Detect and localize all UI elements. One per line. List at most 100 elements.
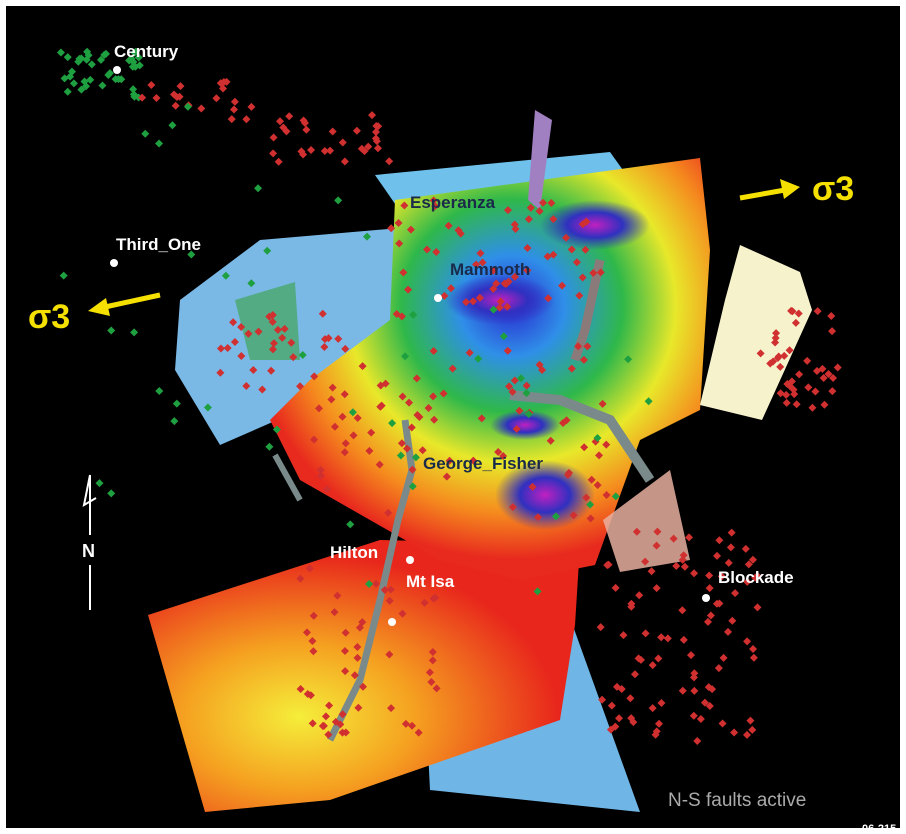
event-point xyxy=(439,389,448,398)
event-point xyxy=(693,736,702,745)
event-point xyxy=(377,401,386,410)
event-point xyxy=(685,533,694,542)
event-point xyxy=(756,349,765,358)
event-point xyxy=(478,258,487,267)
event-point xyxy=(652,727,661,736)
event-point xyxy=(299,116,308,125)
event-point xyxy=(657,633,666,642)
event-point xyxy=(679,635,688,644)
event-point xyxy=(587,475,596,484)
event-point xyxy=(462,298,471,307)
event-point xyxy=(219,77,228,86)
event-point xyxy=(489,284,498,293)
event-point xyxy=(669,534,678,543)
event-point xyxy=(581,245,590,254)
event-point xyxy=(310,435,319,444)
place-label: Blockade xyxy=(718,568,794,587)
event-point xyxy=(615,714,624,723)
event-point xyxy=(430,415,439,424)
event-point xyxy=(524,215,533,224)
event-point xyxy=(803,356,812,365)
event-point xyxy=(56,48,65,57)
event-point xyxy=(503,206,512,215)
event-point xyxy=(706,611,715,620)
event-point xyxy=(408,482,417,491)
event-point xyxy=(400,201,409,210)
event-point xyxy=(373,144,382,153)
event-point xyxy=(274,157,283,166)
event-point xyxy=(611,722,620,731)
event-point xyxy=(440,291,449,300)
event-point xyxy=(812,366,821,375)
event-point xyxy=(384,508,393,517)
event-point xyxy=(375,460,384,469)
event-point xyxy=(340,390,349,399)
event-point xyxy=(203,403,212,412)
event-point xyxy=(690,686,699,695)
event-point xyxy=(69,79,78,88)
event-point xyxy=(596,268,605,277)
event-point xyxy=(572,258,581,267)
event-point xyxy=(629,718,638,727)
event-point xyxy=(341,728,350,737)
event-point xyxy=(197,104,206,113)
north-arrow-head xyxy=(82,474,97,507)
event-point xyxy=(446,284,455,293)
event-point xyxy=(753,603,762,612)
event-point xyxy=(334,196,343,205)
event-point xyxy=(654,654,663,663)
place-label: Third_One xyxy=(116,235,201,254)
event-point xyxy=(549,215,558,224)
event-point xyxy=(604,560,613,569)
event-point xyxy=(595,451,604,460)
event-point xyxy=(298,351,307,360)
event-point xyxy=(221,271,230,280)
event-point xyxy=(101,49,110,58)
event-point xyxy=(611,492,620,501)
event-point xyxy=(107,489,116,498)
event-point xyxy=(358,682,367,691)
event-point xyxy=(398,392,407,401)
event-point xyxy=(425,668,434,677)
event-point xyxy=(456,229,465,238)
event-point xyxy=(385,650,394,659)
event-point xyxy=(130,48,139,57)
event-point xyxy=(696,715,705,724)
place-label: Esperanza xyxy=(410,193,496,212)
event-point xyxy=(98,81,107,90)
event-point xyxy=(308,719,317,728)
event-point xyxy=(267,366,276,375)
event-point xyxy=(586,500,595,509)
event-point xyxy=(787,377,796,386)
event-point xyxy=(330,422,339,431)
event-point xyxy=(386,585,395,594)
event-points xyxy=(56,47,842,745)
event-point xyxy=(387,224,396,233)
event-point xyxy=(523,266,532,275)
event-point xyxy=(602,490,611,499)
event-point xyxy=(700,698,709,707)
stress-arrow xyxy=(104,292,161,310)
event-point xyxy=(310,372,319,381)
event-point xyxy=(296,574,305,583)
event-point xyxy=(388,419,397,428)
event-point xyxy=(630,670,639,679)
event-point xyxy=(381,379,390,388)
event-point xyxy=(365,580,374,589)
event-point xyxy=(828,327,837,336)
event-point xyxy=(63,53,72,62)
event-point xyxy=(751,573,760,582)
event-point xyxy=(522,389,531,398)
fault-trace xyxy=(272,453,303,502)
event-point xyxy=(183,102,192,111)
event-point xyxy=(273,325,282,334)
event-point xyxy=(813,307,822,316)
event-point xyxy=(678,606,687,615)
event-point xyxy=(258,385,267,394)
event-point xyxy=(229,105,238,114)
event-point xyxy=(141,129,150,138)
event-point xyxy=(333,591,342,600)
event-point xyxy=(794,309,803,318)
place-label: Mt Isa xyxy=(406,572,455,591)
event-point xyxy=(77,85,86,94)
